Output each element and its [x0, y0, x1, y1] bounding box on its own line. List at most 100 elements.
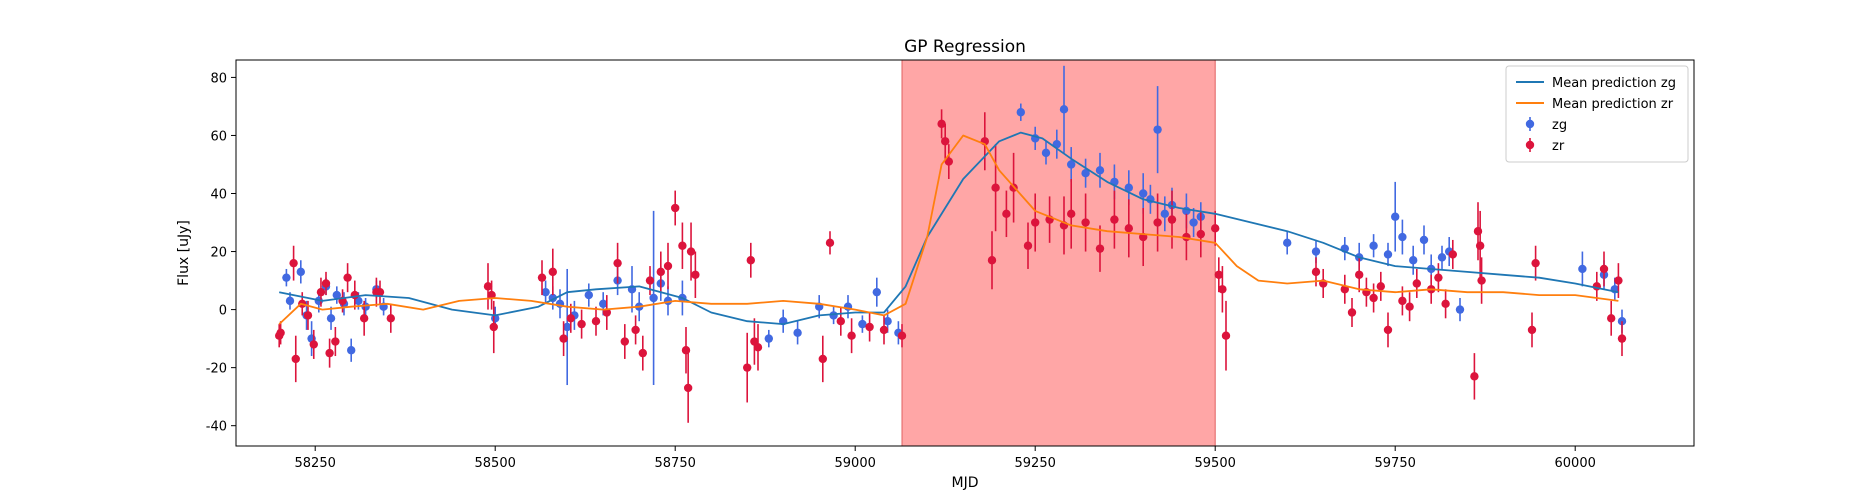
data-point	[1376, 282, 1386, 291]
data-point	[1398, 296, 1407, 306]
data-point	[1023, 241, 1033, 250]
data-point	[1437, 253, 1447, 262]
data-point	[591, 317, 601, 326]
x-axis-label: MJD	[952, 475, 979, 491]
data-point	[1355, 270, 1364, 279]
data-point	[375, 287, 385, 297]
data-point	[602, 308, 611, 317]
data-point	[1160, 209, 1170, 219]
data-point	[1059, 105, 1069, 114]
data-point	[325, 348, 334, 358]
data-point	[645, 276, 655, 285]
data-point	[359, 314, 369, 323]
data-point	[825, 238, 835, 248]
series-line	[279, 131, 1619, 325]
data-point	[753, 343, 763, 352]
y-tick-label: 60	[210, 129, 227, 144]
data-point	[291, 354, 300, 364]
data-point	[1311, 247, 1321, 256]
data-point	[541, 287, 550, 297]
data-point	[483, 282, 493, 291]
data-point	[858, 319, 867, 329]
data-point	[1477, 276, 1486, 285]
data-point	[285, 296, 295, 306]
legend-box	[1505, 65, 1689, 163]
data-point	[1283, 238, 1292, 248]
data-point	[836, 317, 845, 326]
legend-label: zg	[1552, 118, 1567, 133]
data-point	[638, 348, 647, 358]
data-point	[1110, 215, 1119, 224]
data-point	[1599, 264, 1609, 274]
data-point	[764, 334, 773, 343]
data-point	[1124, 224, 1134, 233]
data-point	[678, 241, 687, 250]
data-point	[746, 256, 755, 265]
data-point	[663, 261, 673, 271]
data-point	[584, 290, 593, 300]
data-point	[1189, 218, 1198, 227]
shaded-region	[901, 59, 1216, 447]
legend-point-swatch	[1525, 140, 1535, 150]
x-tick-label: 59750	[1375, 456, 1416, 471]
data-point	[1218, 285, 1227, 294]
data-point	[1383, 325, 1393, 335]
data-point	[620, 337, 629, 346]
axes: 58250 58500 58750 59000 59250 59500 59750 60000…	[206, 71, 1596, 471]
chart-title: GP Regression	[904, 37, 1026, 57]
data-point	[289, 258, 298, 268]
data-point	[613, 258, 622, 268]
data-point	[1369, 293, 1378, 303]
x-tick-label: 58250	[295, 456, 336, 471]
legend-label: Mean prediction zg	[1552, 76, 1676, 91]
data-point	[1124, 183, 1134, 192]
data-point	[487, 290, 496, 300]
series-line	[278, 134, 1619, 325]
y-axis-label: Flux [uJy]	[176, 220, 192, 286]
data-point	[793, 328, 802, 338]
data-point	[1470, 372, 1479, 381]
data-point	[332, 290, 341, 300]
data-point	[1311, 267, 1321, 277]
data-point	[350, 290, 359, 300]
data-point	[683, 383, 693, 393]
x-tick-label: 59500	[1195, 456, 1236, 471]
data-point	[991, 183, 1000, 192]
data-point	[1167, 215, 1177, 224]
data-point	[656, 267, 665, 277]
data-point	[276, 328, 285, 338]
data-point	[331, 337, 340, 346]
data-point	[631, 325, 640, 335]
data-point	[343, 273, 352, 282]
data-point	[1211, 224, 1220, 233]
legend-point-swatch	[1525, 119, 1535, 129]
data-point	[691, 270, 700, 279]
data-point	[941, 137, 950, 146]
x-tick-label: 59000	[835, 456, 876, 471]
plot-frame	[235, 59, 1695, 447]
y-tick-label: -20	[206, 362, 227, 377]
legend-label: Mean prediction zr	[1552, 97, 1674, 112]
data-point	[987, 256, 997, 265]
data-point	[309, 340, 318, 349]
legend: Mean prediction zg Mean prediction zr zg zr	[1505, 65, 1689, 163]
data-point	[1095, 166, 1105, 175]
data-point	[548, 267, 557, 277]
data-point	[847, 331, 856, 340]
data-point	[1347, 308, 1357, 317]
data-point	[361, 302, 370, 311]
data-point	[1614, 276, 1623, 285]
data-point	[559, 334, 568, 343]
data-point	[1607, 314, 1616, 323]
data-point	[1081, 168, 1090, 178]
data-point	[1196, 229, 1206, 239]
data-point	[1221, 331, 1231, 340]
data-point	[829, 311, 838, 320]
data-point	[1617, 334, 1627, 343]
data-point	[1409, 256, 1418, 265]
data-point	[681, 346, 691, 355]
data-marks	[275, 65, 1627, 423]
data-point	[563, 322, 572, 332]
data-point	[577, 319, 586, 329]
x-tick-label: 58500	[475, 456, 516, 471]
